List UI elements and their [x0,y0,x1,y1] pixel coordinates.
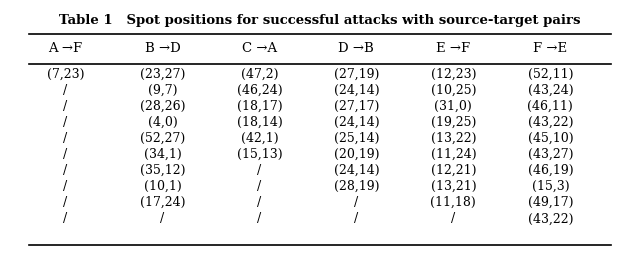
Text: (24,14): (24,14) [333,84,379,97]
Text: (23,27): (23,27) [140,68,185,81]
Text: (43,22): (43,22) [527,116,573,129]
Text: (45,10): (45,10) [527,132,573,145]
Text: /: / [63,196,68,209]
Text: (15,13): (15,13) [237,148,282,161]
Text: (10,1): (10,1) [143,180,181,193]
Text: (52,11): (52,11) [527,68,573,81]
Text: (13,21): (13,21) [431,180,476,193]
Text: (46,24): (46,24) [237,84,282,97]
Text: (43,24): (43,24) [527,84,573,97]
Text: /: / [63,148,68,161]
Text: (35,12): (35,12) [140,164,185,177]
Text: /: / [63,164,68,177]
Text: C →A: C →A [242,42,277,55]
Text: (43,22): (43,22) [527,211,573,224]
Text: (12,23): (12,23) [431,68,476,81]
Text: (43,27): (43,27) [527,148,573,161]
Text: (31,0): (31,0) [435,100,472,113]
Text: (46,19): (46,19) [527,164,573,177]
Text: /: / [63,100,68,113]
Text: A →F: A →F [49,42,83,55]
Text: /: / [257,164,262,177]
Text: /: / [257,196,262,209]
Text: (4,0): (4,0) [148,116,177,129]
Text: (49,17): (49,17) [527,196,573,209]
Text: (7,23): (7,23) [47,68,84,81]
Text: (18,14): (18,14) [237,116,282,129]
Text: (17,24): (17,24) [140,196,185,209]
Text: F →E: F →E [533,42,568,55]
Text: (24,14): (24,14) [333,164,379,177]
Text: /: / [355,211,358,224]
Text: B →D: B →D [145,42,180,55]
Text: (27,17): (27,17) [333,100,379,113]
Text: (11,18): (11,18) [431,196,476,209]
Text: (52,27): (52,27) [140,132,185,145]
Text: /: / [355,196,358,209]
Text: (18,17): (18,17) [237,100,282,113]
Text: /: / [63,180,68,193]
Text: (10,25): (10,25) [431,84,476,97]
Text: /: / [160,211,164,224]
Text: (13,22): (13,22) [431,132,476,145]
Text: (25,14): (25,14) [333,132,379,145]
Text: /: / [451,211,456,224]
Text: (20,19): (20,19) [333,148,379,161]
Text: (24,14): (24,14) [333,116,379,129]
Text: (12,21): (12,21) [431,164,476,177]
Text: (27,19): (27,19) [333,68,379,81]
Text: (15,3): (15,3) [532,180,569,193]
Text: (9,7): (9,7) [148,84,177,97]
Text: /: / [63,132,68,145]
Text: (42,1): (42,1) [241,132,278,145]
Text: (28,19): (28,19) [333,180,379,193]
Text: (47,2): (47,2) [241,68,278,81]
Text: E →F: E →F [436,42,470,55]
Text: D →B: D →B [339,42,374,55]
Text: /: / [63,84,68,97]
Text: (28,26): (28,26) [140,100,185,113]
Text: (34,1): (34,1) [143,148,181,161]
Text: Table 1   Spot positions for successful attacks with source-target pairs: Table 1 Spot positions for successful at… [60,14,580,27]
Text: /: / [63,116,68,129]
Text: (19,25): (19,25) [431,116,476,129]
Text: /: / [257,180,262,193]
Text: /: / [63,211,68,224]
Text: /: / [257,211,262,224]
Text: (11,24): (11,24) [431,148,476,161]
Text: (46,11): (46,11) [527,100,573,113]
